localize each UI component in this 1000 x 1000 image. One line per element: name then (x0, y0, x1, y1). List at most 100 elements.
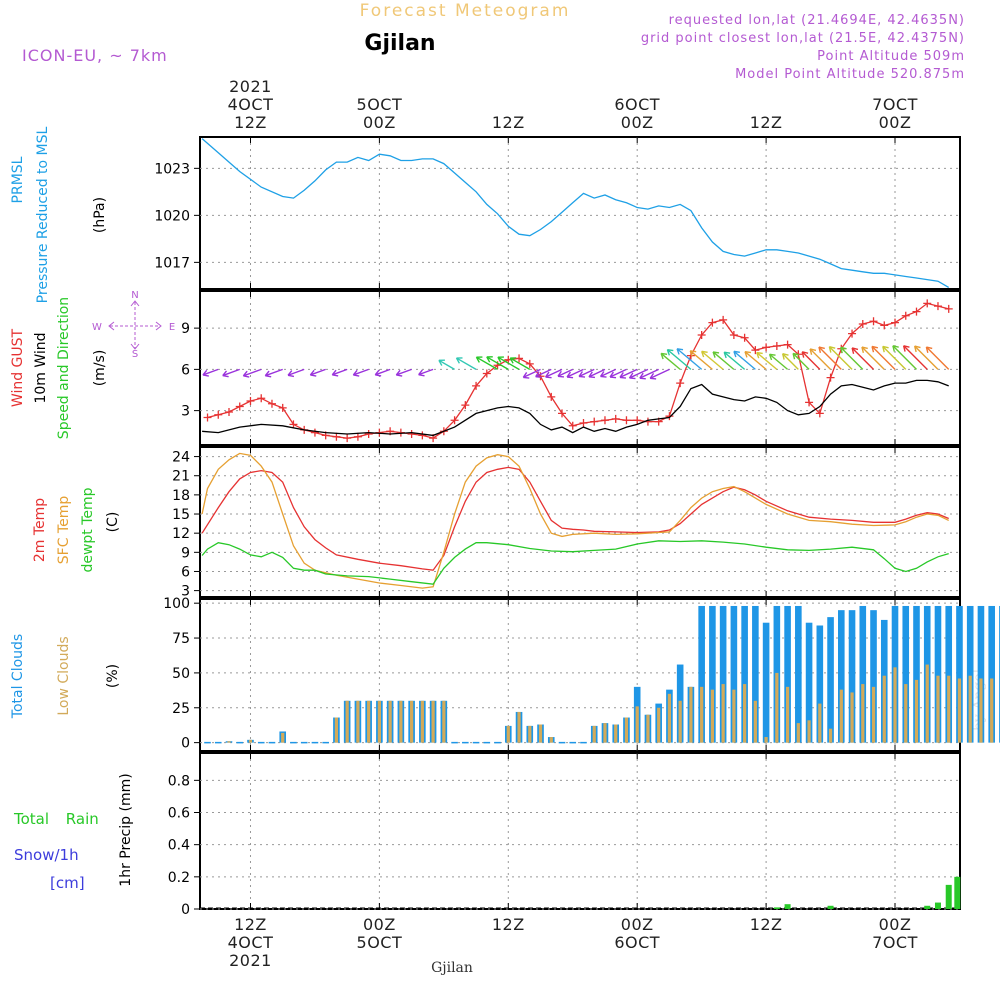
gust-marker (558, 409, 567, 418)
compass-e: E (169, 322, 175, 333)
low-cloud-bar (818, 703, 822, 743)
temp2m-label: 2m Temp (32, 498, 48, 562)
low-cloud-bar (828, 728, 833, 743)
bottom-time-label: 00Z (363, 915, 396, 934)
y-tick-label: 24 (172, 450, 190, 466)
total-cloud-bar (977, 605, 985, 743)
gust-marker (482, 369, 491, 378)
sfc-temp-label: SFC Temp (56, 496, 72, 565)
wind-arrowhead (374, 369, 382, 377)
total-cloud-bar (698, 605, 705, 743)
wind-arrow (818, 346, 842, 370)
compass-cross (110, 302, 160, 348)
wind-arrow (828, 346, 853, 370)
bottom-time-label: 00Z (621, 915, 654, 934)
gust-marker (923, 299, 932, 308)
total-cloud-bar (945, 605, 953, 743)
low-cloud-bar (667, 693, 672, 743)
low-cloud-bar (861, 684, 865, 743)
wind-arrowhead (628, 372, 636, 380)
bottom-time-label: 6OCT (614, 933, 660, 952)
low-cloud-bar (871, 686, 876, 743)
wind-arrowhead (264, 370, 272, 378)
low-cloud-bar (388, 700, 392, 743)
wind-arrowhead (712, 351, 720, 358)
low-cloud-bar (764, 737, 768, 743)
wind-arrowhead (649, 372, 657, 380)
precip-unit: 1hr Precip (mm) (118, 773, 134, 886)
wind-arrow (649, 368, 670, 379)
wind-arrow (689, 350, 713, 370)
low-cloud-bar (657, 707, 661, 743)
wind-arrowhead (666, 348, 674, 356)
wind-arrow (476, 356, 498, 370)
gust-marker (600, 416, 609, 425)
gust-label: Wind GUST (10, 328, 26, 407)
gust-marker (547, 392, 556, 401)
rain-label: Total Rain (13, 810, 99, 828)
y-tick-label: 0 (181, 902, 190, 918)
bottom-time-label: 12Z (750, 915, 783, 934)
top-time-label: 12Z (750, 113, 783, 132)
rain-bar (924, 905, 931, 909)
bottom-time-label: 4OCT (228, 933, 274, 952)
bottom-time-label: 5OCT (357, 933, 403, 952)
gust-marker (944, 304, 953, 313)
low-cloud-bar (538, 724, 543, 743)
gust-marker (289, 420, 298, 429)
gust-marker (633, 416, 642, 425)
model-altitude: Model Point Altitude 520.875m (735, 67, 965, 82)
total-cloud-bar (741, 605, 748, 743)
y-tick-label: 25 (172, 701, 190, 717)
gust-marker (267, 399, 276, 408)
top-time-label: 00Z (363, 113, 396, 132)
gust-marker (891, 318, 900, 327)
wind-arrow (287, 368, 305, 376)
gust-marker (912, 307, 921, 316)
wind-arrowhead (486, 356, 493, 363)
total-cloud-bar (848, 610, 856, 743)
wind-arrow (723, 351, 746, 370)
wind-arrow (619, 368, 638, 379)
low-cloud-bar (785, 686, 790, 743)
gust-marker (665, 412, 674, 421)
gust-marker (729, 331, 738, 339)
bottom-time-label: 2021 (229, 951, 272, 970)
gust-marker (257, 394, 266, 403)
low-cloud-bar (506, 725, 510, 743)
gust-marker (676, 379, 685, 388)
wind-arrowhead (418, 369, 425, 377)
compass-s: S (132, 349, 138, 360)
wind-arrow (353, 368, 369, 376)
wind-arrow (578, 368, 595, 378)
wind-arrow (733, 350, 756, 370)
low-cloud-bar (334, 717, 339, 743)
speed-direction-label: Speed and Direction (56, 297, 72, 439)
low-cloud-bar (635, 706, 639, 743)
bottom-time-label: 00Z (879, 915, 912, 934)
requested-coords: requested lon,lat (21.4694E, 42.4635N) (669, 13, 965, 28)
series-line-wind-gust (207, 302, 949, 439)
wind-arrowhead (475, 356, 483, 363)
low-cloud-bar (700, 686, 704, 743)
wind-arrow (438, 359, 455, 370)
low-cloud-bar (689, 686, 693, 743)
wind-arrowhead (781, 353, 789, 360)
series-line-prmsl (201, 138, 950, 288)
low-cloud-bar (227, 741, 231, 743)
gust-marker (278, 403, 287, 412)
wind-arrowhead (925, 346, 933, 354)
wind-arrowhead (871, 345, 879, 353)
wind-arrow (871, 345, 896, 370)
bottom-time-label: 7OCT (872, 933, 918, 952)
top-time-label: 12Z (234, 113, 267, 132)
wind-panel: Wind GUST 10m Wind Speed and Direction (… (10, 290, 961, 446)
wind-arrowhead (331, 369, 339, 377)
gust-marker (214, 410, 223, 419)
grid-point-coords: grid point closest lon,lat (21.5E, 42.43… (641, 31, 965, 46)
y-tick-label: 3 (181, 404, 190, 420)
total-cloud-bar (709, 605, 716, 743)
low-cloud-bar (281, 732, 285, 743)
